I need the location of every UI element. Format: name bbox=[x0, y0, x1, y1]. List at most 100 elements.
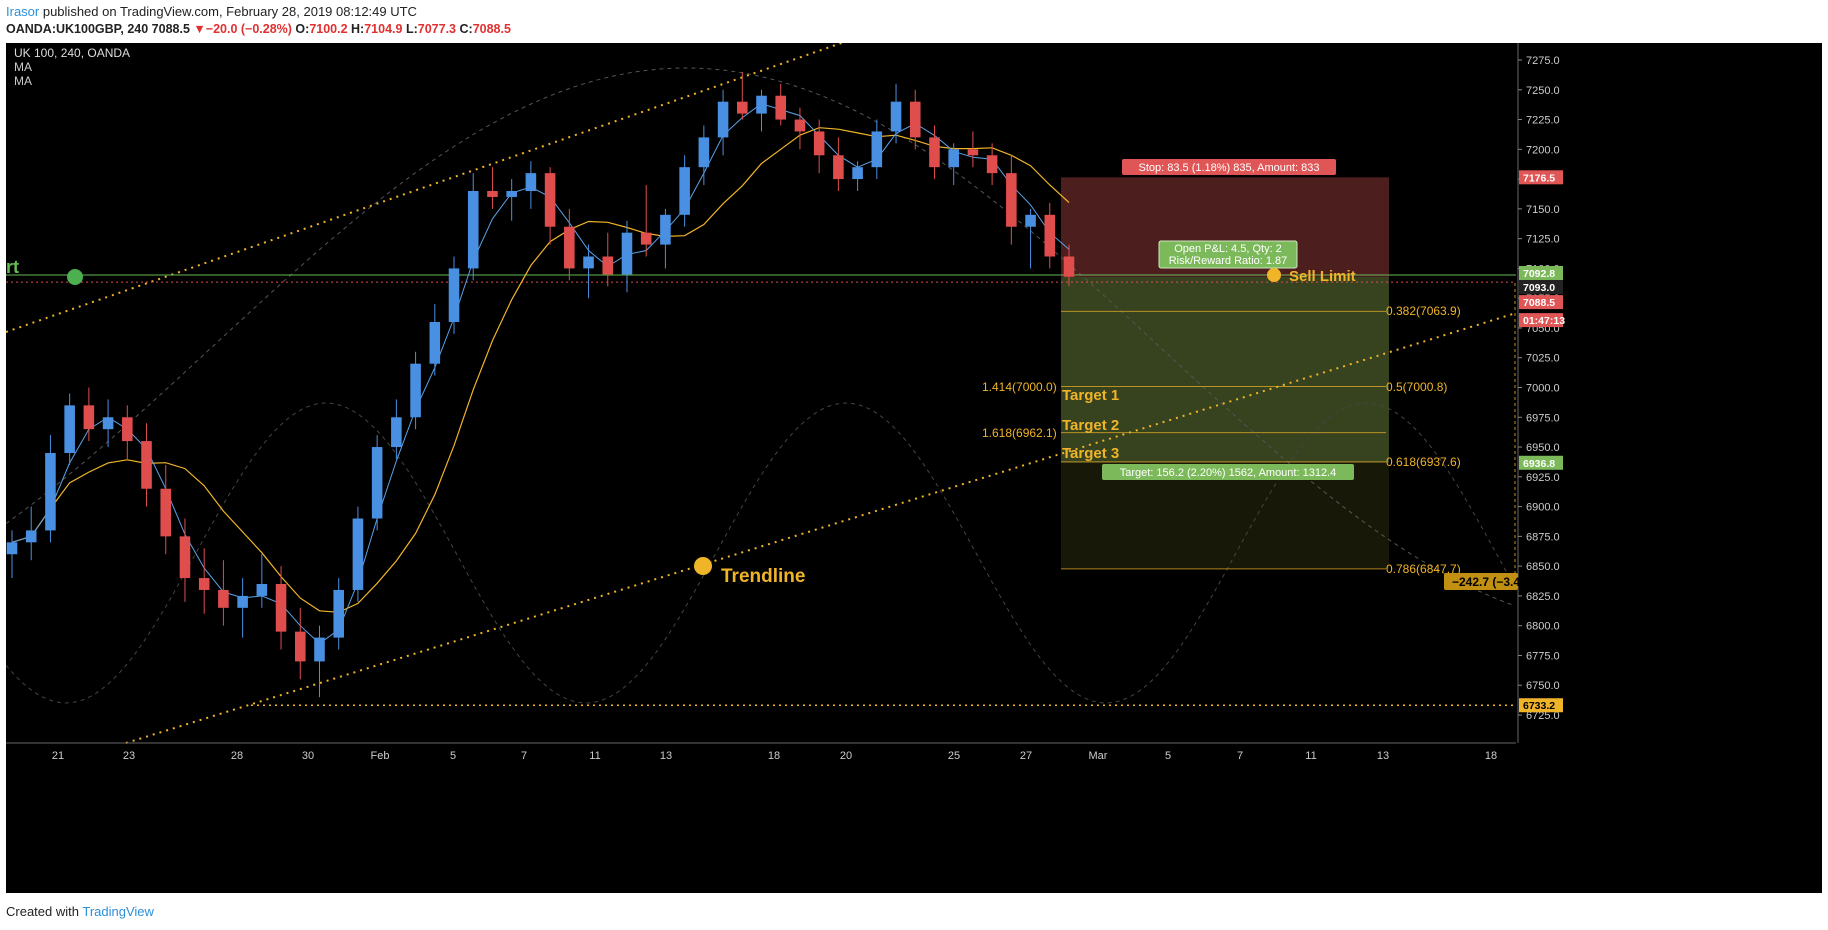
candle-body bbox=[737, 101, 748, 114]
time-tick: 21 bbox=[52, 750, 64, 762]
fib-382-label: 0.382(7063.9) bbox=[1386, 304, 1461, 318]
candle-body bbox=[198, 578, 210, 590]
sell-limit-label: Sell Limit bbox=[1289, 268, 1356, 285]
candle-body bbox=[1006, 173, 1017, 227]
stop-box[interactable] bbox=[1122, 159, 1336, 175]
ohlc-header: OANDA:UK100GBP, 240 7088.5 ▼−20.0 (−0.28… bbox=[6, 22, 511, 36]
fib-5-label: 0.5(7000.8) bbox=[1386, 380, 1447, 394]
candle-body bbox=[583, 256, 594, 269]
publish-info: published on TradingView.com, February 2… bbox=[39, 4, 417, 19]
legend-ma1: MA bbox=[14, 60, 32, 74]
candle-body bbox=[564, 226, 575, 269]
price-tag-text-last: 7088.5 bbox=[1523, 297, 1555, 309]
pnl-box[interactable] bbox=[1158, 240, 1298, 269]
upper-channel-line[interactable] bbox=[5, 37, 857, 333]
time-tick: 7 bbox=[521, 750, 527, 762]
price-tag-timer bbox=[1519, 313, 1563, 328]
price-tick: 7225.0 bbox=[1526, 115, 1560, 127]
chart-svg[interactable]: 7275.07250.07225.07200.07175.07150.07125… bbox=[5, 37, 1822, 893]
price-tick: 6825.0 bbox=[1526, 591, 1560, 603]
price-tick: 6775.0 bbox=[1526, 650, 1560, 662]
time-tick: 25 bbox=[948, 750, 960, 762]
change-arrow-icon: ▼ bbox=[193, 22, 206, 36]
price-tag-entry bbox=[1519, 265, 1563, 280]
candle-body bbox=[352, 518, 364, 590]
fib-levels[interactable] bbox=[1061, 310, 1386, 570]
time-tick: 18 bbox=[1485, 750, 1497, 762]
time-tick: Feb bbox=[371, 750, 390, 762]
time-tick: 5 bbox=[1165, 750, 1171, 762]
candle-body bbox=[948, 149, 959, 168]
time-tick: 18 bbox=[768, 750, 780, 762]
candle-body bbox=[371, 447, 383, 519]
candle-body bbox=[506, 191, 517, 197]
tradingview-brand-link[interactable]: TradingView bbox=[82, 904, 154, 919]
price-tag-current_gray bbox=[1519, 279, 1563, 294]
target2-label: Target 2 bbox=[1062, 417, 1119, 434]
change-value: −20.0 (−0.28%) bbox=[205, 22, 292, 36]
trendline-marker-icon[interactable] bbox=[694, 557, 712, 575]
candle-body bbox=[45, 453, 56, 531]
sell-limit-marker-icon[interactable] bbox=[1267, 268, 1281, 282]
time-tick: 11 bbox=[1305, 750, 1316, 762]
candle-body bbox=[256, 584, 268, 596]
open-label: O: bbox=[295, 22, 310, 36]
created-with-text: Created with bbox=[6, 904, 83, 919]
price-axis[interactable]: 7275.07250.07225.07200.07175.07150.07125… bbox=[1517, 43, 1822, 893]
candle-body bbox=[179, 536, 191, 579]
fib-786-label: 0.786(6847.7) bbox=[1386, 562, 1461, 576]
target-box[interactable] bbox=[1102, 464, 1354, 480]
candle-body bbox=[775, 95, 787, 120]
candle-body bbox=[833, 155, 844, 180]
candle-body bbox=[141, 441, 152, 489]
candle-body bbox=[717, 101, 729, 138]
candle-body bbox=[237, 595, 248, 608]
candle-body bbox=[794, 119, 806, 132]
author-link[interactable]: Irasor bbox=[6, 4, 40, 19]
close-value: 7088.5 bbox=[472, 22, 511, 36]
candle-body bbox=[640, 232, 652, 245]
price-tag-text-low: 6733.2 bbox=[1523, 700, 1555, 712]
price-tag-text-current_gray: 7093.0 bbox=[1523, 282, 1555, 294]
chart-panel[interactable]: 7275.07250.07225.07200.07175.07150.07125… bbox=[5, 37, 1822, 893]
candle-body bbox=[852, 167, 863, 180]
trendline[interactable] bbox=[125, 312, 1517, 744]
candle-body bbox=[602, 256, 614, 275]
candle-body bbox=[102, 417, 114, 430]
candle-body bbox=[544, 173, 556, 227]
price-tick: 6850.0 bbox=[1526, 561, 1560, 573]
candle-body bbox=[218, 589, 229, 608]
high-label: H: bbox=[351, 22, 365, 36]
candle-body bbox=[429, 322, 441, 364]
price-tick: 7150.0 bbox=[1526, 204, 1560, 216]
time-tick: Mar bbox=[1089, 750, 1108, 762]
price-tick: 6975.0 bbox=[1526, 412, 1560, 424]
time-tick: 23 bbox=[123, 750, 135, 762]
ext-1618-label: 1.618(6962.1) bbox=[982, 426, 1057, 440]
candle-body bbox=[813, 131, 825, 156]
ma-fast-line bbox=[11, 103, 1070, 645]
price-tick: 6950.0 bbox=[1526, 442, 1560, 454]
candle-body bbox=[679, 167, 690, 215]
price-tag-stop bbox=[1519, 170, 1563, 185]
price-tag-low bbox=[1519, 698, 1563, 713]
candle-body bbox=[890, 101, 902, 132]
price-tag-text-timer: 01:47:13 bbox=[1523, 315, 1565, 327]
target-zone[interactable] bbox=[1061, 276, 1389, 463]
time-axis[interactable]: 21 23 28 30 Feb 5 7 11 13 18 20 25 27 Mar 5 7 11 13 18 bbox=[6, 742, 1516, 762]
high-value: 7104.9 bbox=[364, 22, 403, 36]
price-tick: 7125.0 bbox=[1526, 234, 1560, 246]
price-tag-text-entry: 7092.8 bbox=[1523, 268, 1555, 280]
ext-1414-label: 1.414(7000.0) bbox=[982, 380, 1057, 394]
footer: Created with TradingView bbox=[6, 904, 154, 919]
pnl-line1: Open P&L: 4.5, Qty: 2 bbox=[1174, 243, 1282, 255]
candle-body bbox=[621, 232, 633, 275]
candle-body bbox=[333, 589, 344, 638]
price-tag-target bbox=[1519, 455, 1563, 470]
price-tick: 7000.0 bbox=[1526, 383, 1560, 395]
time-tick: 13 bbox=[1377, 750, 1389, 762]
start-marker-icon[interactable] bbox=[67, 269, 83, 285]
candle-body bbox=[467, 191, 479, 269]
candle-body bbox=[6, 542, 18, 555]
target-box-text: Target: 156.2 (2.20%) 1562, Amount: 1312… bbox=[1120, 467, 1336, 479]
